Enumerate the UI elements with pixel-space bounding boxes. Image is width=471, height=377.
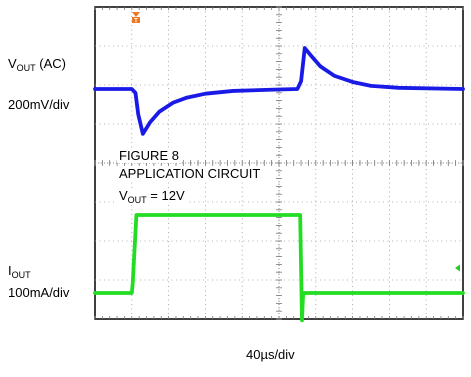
ch1-label: VOUT (AC) (8, 56, 67, 73)
trigger-marker-letter: T (134, 19, 138, 25)
circuit-label: APPLICATION CIRCUIT (117, 166, 263, 181)
condition-label: VOUT = 12V (117, 188, 187, 205)
traces (93, 46, 465, 323)
figure-label: FIGURE 8 (117, 148, 181, 163)
grid-lines (94, 6, 464, 320)
ch2-label: IOUT (8, 263, 31, 280)
iout-trace (93, 213, 465, 323)
trigger-marker-body (132, 17, 140, 23)
trigger-marker: T (132, 12, 140, 25)
time-scale-label: 40µs/div (246, 347, 295, 362)
vout-trace (93, 46, 465, 136)
ch2-scale: 100mA/div (8, 285, 70, 300)
ch1-scale: 200mV/div (8, 97, 70, 112)
ch2-level-marker-icon (455, 264, 460, 272)
trigger-arrow-icon (132, 12, 140, 17)
